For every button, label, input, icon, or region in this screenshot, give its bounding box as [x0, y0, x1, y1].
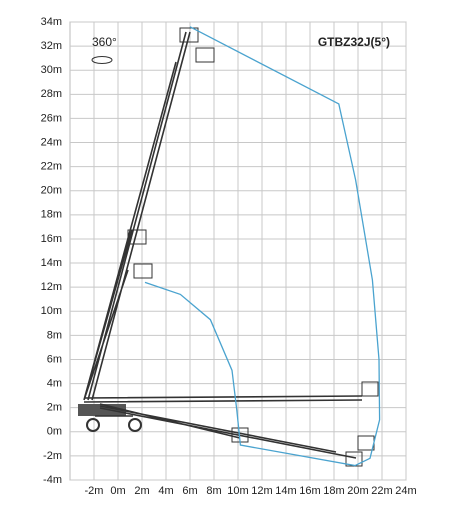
x-tick-label: 16m — [299, 485, 320, 497]
x-tick-label: -2m — [85, 485, 104, 497]
y-tick-label: 32m — [41, 40, 62, 52]
y-tick-label: 18m — [41, 209, 62, 221]
chart-title: GTBZ32J(5°) — [318, 35, 390, 49]
y-tick-label: 16m — [41, 233, 62, 245]
x-tick-label: 24m — [395, 485, 416, 497]
x-tick-label: 4m — [158, 485, 173, 497]
x-tick-label: 10m — [227, 485, 248, 497]
y-tick-label: 30m — [41, 64, 62, 76]
rotation-label: 360° — [92, 35, 117, 49]
y-tick-label: 24m — [41, 136, 62, 148]
y-tick-label: 26m — [41, 112, 62, 124]
basket — [357, 435, 375, 451]
y-tick-label: 12m — [41, 281, 62, 293]
y-tick-label: 0m — [47, 426, 62, 438]
boom-down — [99, 403, 357, 459]
y-tick-label: 10m — [41, 305, 62, 317]
y-tick-label: 8m — [47, 329, 62, 341]
y-tick-label: -2m — [43, 450, 62, 462]
basket — [361, 381, 379, 397]
machine-drawing — [78, 27, 379, 467]
y-tick-label: 4m — [47, 377, 62, 389]
wheel — [86, 418, 100, 432]
y-tick-label: 14m — [41, 257, 62, 269]
x-tick-label: 22m — [371, 485, 392, 497]
x-tick-label: 2m — [134, 485, 149, 497]
rotation-icon — [91, 56, 113, 64]
basket — [179, 27, 199, 43]
y-tick-label: 34m — [41, 16, 62, 28]
boom-horizontal — [83, 395, 363, 403]
x-tick-label: 6m — [182, 485, 197, 497]
x-tick-label: 14m — [275, 485, 296, 497]
x-tick-label: 12m — [251, 485, 272, 497]
boom-up — [83, 31, 191, 401]
x-tick-label: 20m — [347, 485, 368, 497]
y-tick-label: 2m — [47, 402, 62, 414]
y-tick-label: 28m — [41, 88, 62, 100]
basket — [195, 47, 215, 63]
basket — [133, 263, 153, 279]
wheel — [128, 418, 142, 432]
y-tick-label: 6m — [47, 353, 62, 365]
y-tick-label: -4m — [43, 474, 62, 486]
x-tick-label: 8m — [206, 485, 221, 497]
y-tick-label: 20m — [41, 185, 62, 197]
y-tick-label: 22m — [41, 161, 62, 173]
x-tick-label: 0m — [110, 485, 125, 497]
basket — [127, 229, 147, 245]
x-tick-label: 18m — [323, 485, 344, 497]
reach-envelope — [144, 26, 381, 467]
